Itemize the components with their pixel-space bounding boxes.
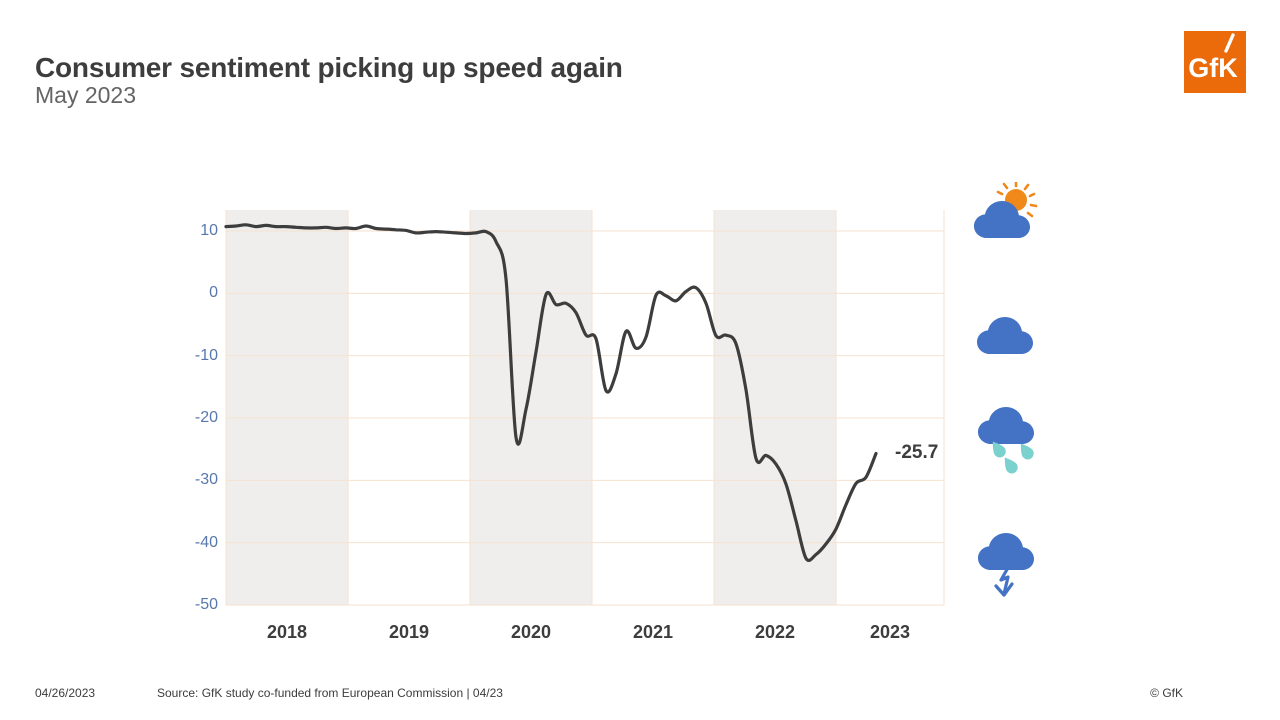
cloud-down-arrow-icon-svg <box>978 533 1034 597</box>
latest-value-label: -25.7 <box>895 441 939 463</box>
x-tick-label: 2021 <box>632 622 674 642</box>
y-tick-label: 0 <box>209 284 218 302</box>
x-tick-label: 2022 <box>754 622 796 642</box>
cloud-shape <box>978 407 1034 444</box>
cloud-icon <box>975 310 1035 361</box>
page-title: Consumer sentiment picking up speed agai… <box>35 51 623 83</box>
cloud-icon-svg <box>977 317 1033 354</box>
y-tick-label: 10 <box>200 222 218 239</box>
footer-copyright: © GfK <box>1150 686 1183 700</box>
y-tick-label: -10 <box>194 346 218 364</box>
cloud-down-arrow-icon <box>976 528 1036 611</box>
y-tick-label: -30 <box>194 471 218 489</box>
x-tick-label: 2018 <box>266 622 308 642</box>
footer-source: Source: GfK study co-funded from Europea… <box>157 686 503 700</box>
year-band <box>470 210 592 605</box>
year-band <box>714 210 836 605</box>
y-tick-label: -40 <box>194 533 218 551</box>
sun-cloud-icon <box>972 180 1038 247</box>
year-band <box>226 210 348 605</box>
gfk-logo: GfK <box>1184 31 1246 93</box>
gfk-logo-icon: GfK <box>1184 31 1246 93</box>
cloud-shape <box>978 533 1034 570</box>
footer: 04/26/2023 Source: GfK study co-funded f… <box>0 685 1280 703</box>
rain-cloud-icon-svg <box>978 407 1034 474</box>
cloud-shape <box>977 317 1033 354</box>
rain-drops <box>992 441 1034 474</box>
sun-rays <box>996 180 1038 218</box>
y-tick-label: -20 <box>194 409 218 426</box>
x-tick-label: 2020 <box>510 622 552 642</box>
down-arrow <box>994 564 1014 597</box>
sentiment-line <box>224 223 878 562</box>
x-tick-label: 2019 <box>388 622 430 642</box>
logo-text: GfK <box>1188 53 1238 83</box>
y-tick-label: -50 <box>194 596 218 613</box>
cloud-shape <box>974 201 1030 238</box>
rain-cloud-icon <box>974 402 1040 483</box>
logo-spark <box>1224 33 1235 53</box>
logo-square <box>1184 31 1246 93</box>
footer-date: 04/26/2023 <box>35 686 96 700</box>
page-subtitle: May 2023 <box>35 82 137 108</box>
sun-cloud-icon-svg <box>974 180 1038 238</box>
x-tick-label: 2023 <box>869 622 911 642</box>
